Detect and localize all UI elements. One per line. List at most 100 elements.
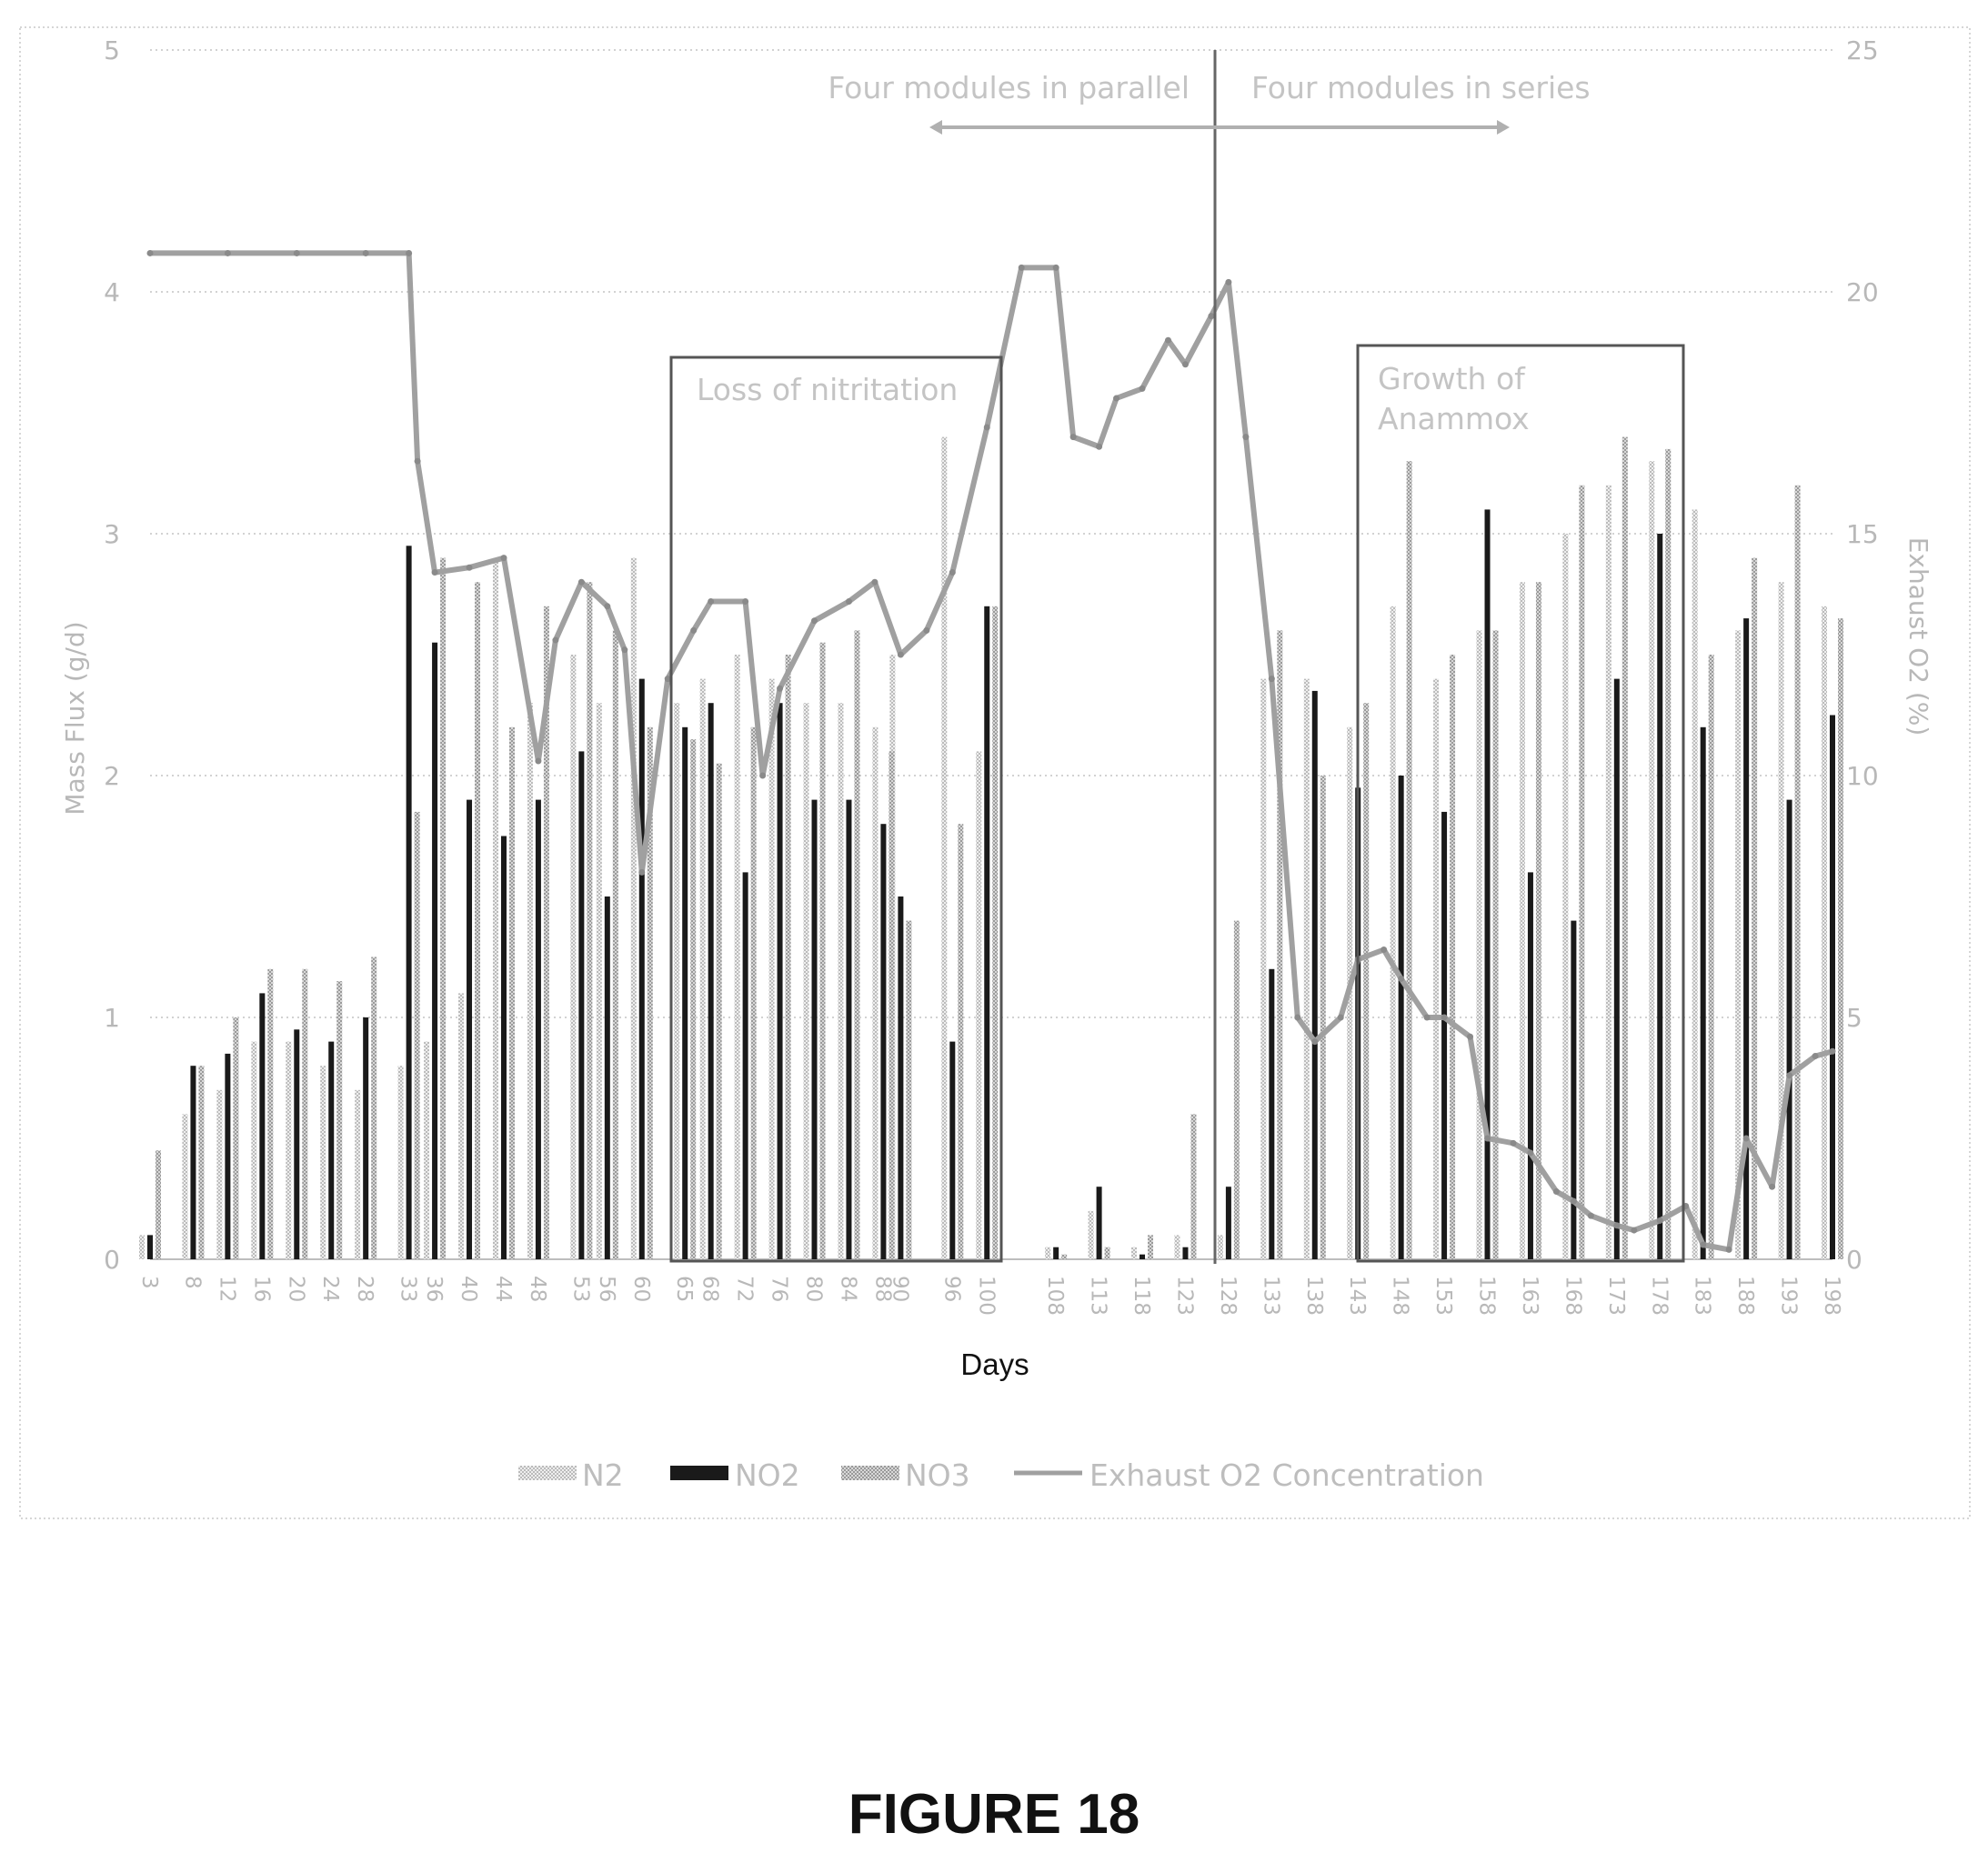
bar-no3-24 <box>336 981 343 1259</box>
bar-n2-158 <box>1476 630 1482 1259</box>
bar-no3-84 <box>854 630 860 1259</box>
o2-point-151 <box>1423 1014 1431 1021</box>
x-tick-label: 96 <box>939 1276 963 1302</box>
o2-point-175 <box>1631 1227 1638 1234</box>
bar-no3-113 <box>1104 1247 1110 1259</box>
y2-axis-label: Exhaust O2 (%) <box>1903 537 1933 736</box>
o2-point-84 <box>845 597 852 605</box>
o2-point-44 <box>500 555 507 562</box>
bar-no2-153 <box>1441 811 1448 1259</box>
bar-n2-123 <box>1174 1235 1180 1259</box>
bar-no2-44 <box>500 836 507 1259</box>
bar-no3-44 <box>508 726 515 1259</box>
o2-point-40 <box>466 564 473 571</box>
o2-point-178 <box>1656 1217 1663 1224</box>
o2-point-33 <box>406 249 413 256</box>
x-tick-label: 173 <box>1604 1276 1628 1316</box>
bar-no2-8 <box>190 1066 196 1259</box>
bar-no2-193 <box>1786 799 1792 1259</box>
bar-no3-148 <box>1406 461 1412 1259</box>
bar-n2-138 <box>1303 678 1310 1259</box>
bar-no3-163 <box>1535 582 1541 1259</box>
bar-no3-153 <box>1450 655 1456 1259</box>
o2-point-196 <box>1812 1053 1819 1060</box>
o2-point-80 <box>811 617 818 625</box>
x-tick-label: 16 <box>249 1276 273 1302</box>
bar-no3-88 <box>889 751 895 1259</box>
bar-no2-16 <box>259 993 266 1259</box>
o2-point-141 <box>1337 1014 1344 1021</box>
bar-no2-76 <box>777 703 783 1259</box>
bar-no2-173 <box>1613 678 1620 1259</box>
bar-n2-60 <box>630 557 637 1259</box>
bar-no3-168 <box>1579 485 1585 1259</box>
x-tick-label: 198 <box>1820 1276 1843 1316</box>
bar-no2-80 <box>811 799 818 1259</box>
bar-no3-8 <box>198 1066 205 1259</box>
bar-no2-28 <box>363 1017 369 1259</box>
o2-point-110 <box>1069 434 1077 441</box>
o2-point-34 <box>414 457 421 465</box>
x-tick-label: 158 <box>1475 1276 1499 1316</box>
bar-n2-100 <box>976 751 982 1259</box>
bar-no3-16 <box>267 968 274 1259</box>
x-tick-label: 56 <box>595 1276 618 1302</box>
parallel-label: Four modules in parallel <box>828 70 1190 105</box>
bar-no2-138 <box>1311 690 1318 1259</box>
o2-point-170 <box>1587 1212 1594 1219</box>
bar-n2-44 <box>492 557 498 1259</box>
x-tick-label: 65 <box>672 1276 696 1302</box>
bar-no3-68 <box>716 763 722 1259</box>
o2-point-63 <box>664 676 671 683</box>
bar-no2-108 <box>1053 1247 1059 1259</box>
o2-point-153 <box>1441 1014 1448 1021</box>
bar-no3-90 <box>906 920 912 1259</box>
bar-no2-56 <box>604 896 610 1259</box>
y-tick-label: 5 <box>104 35 120 65</box>
bar-n2-12 <box>216 1089 223 1259</box>
bar-no2-123 <box>1182 1247 1189 1259</box>
arrow-left-head <box>929 120 942 135</box>
y-axis-label: Mass Flux (g/d) <box>60 621 90 815</box>
o2-point-87 <box>871 578 879 586</box>
bar-n2-53 <box>570 655 577 1259</box>
bar-n2-84 <box>838 703 844 1259</box>
bar-n2-80 <box>803 703 809 1259</box>
bar-no2-48 <box>535 799 541 1259</box>
legend: N2 NO2 NO3 Exhaust O2 Concentration <box>518 1457 1484 1493</box>
o2-point-158 <box>1484 1135 1491 1142</box>
bar-no2-88 <box>880 824 887 1259</box>
legend-label-no3: NO3 <box>905 1457 970 1493</box>
y2-tick-label: 10 <box>1846 761 1879 791</box>
chart-container: Four modules in parallel Four modules in… <box>19 26 1971 1519</box>
bar-n2-48 <box>527 703 533 1259</box>
x-tick-label: 88 <box>870 1276 894 1302</box>
o2-point-173 <box>1613 1222 1621 1229</box>
bar-n2-68 <box>699 678 706 1259</box>
bar-no3-158 <box>1492 630 1499 1259</box>
x-tick-label: 193 <box>1777 1276 1801 1316</box>
y-tick-label: 2 <box>104 761 120 791</box>
mass-flux-chart: Four modules in parallel Four modules in… <box>19 26 1971 1519</box>
o2-point-168 <box>1570 1197 1577 1205</box>
bar-no2-168 <box>1571 920 1577 1259</box>
bar-no2-163 <box>1527 872 1533 1259</box>
bar-no3-128 <box>1233 920 1240 1259</box>
bar-n2-24 <box>320 1066 326 1259</box>
x-tick-label: 90 <box>888 1276 911 1302</box>
x-tick-label: 8 <box>180 1276 204 1289</box>
bar-no3-20 <box>302 968 308 1259</box>
bar-no2-113 <box>1096 1187 1102 1259</box>
x-axis: 3 8 12 16 20 24 28 33 36 40 44 48 53 56 60 65 68 72 76 80 84… <box>137 1276 1843 1316</box>
o2-point-50 <box>552 636 559 644</box>
bar-n2-3 <box>139 1235 145 1259</box>
bar-no3-72 <box>750 726 757 1259</box>
bar-no2-33 <box>406 546 412 1259</box>
bar-n2-20 <box>286 1041 292 1259</box>
o2-point-93 <box>923 626 930 634</box>
o2-point-96 <box>949 569 956 576</box>
x-tick-label: 123 <box>1173 1276 1197 1316</box>
o2-point-118 <box>1139 385 1146 392</box>
y2-tick-label: 5 <box>1846 1003 1862 1033</box>
o2-point-72 <box>742 597 749 605</box>
